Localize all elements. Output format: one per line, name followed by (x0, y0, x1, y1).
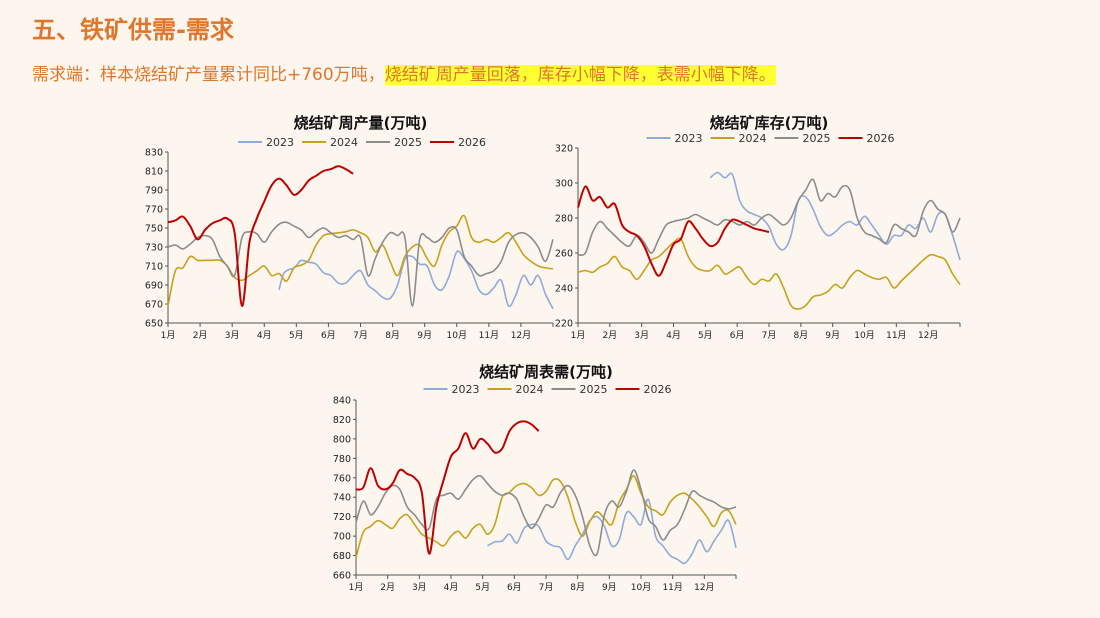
series-line-2024 (355, 475, 737, 558)
y-tick-label: 260 (555, 249, 573, 260)
series-line-2023 (709, 171, 961, 261)
y-tick-label: 300 (555, 179, 573, 190)
y-tick-label: 710 (145, 262, 163, 273)
legend-label: 2024 (330, 136, 358, 149)
series-line-2025 (167, 221, 554, 307)
y-tick-label: 240 (555, 284, 573, 295)
legend-label: 2026 (867, 132, 895, 145)
series-line-2026 (355, 420, 540, 555)
x-tick-label: 7月 (762, 330, 777, 341)
y-tick-label: 770 (145, 205, 163, 216)
x-tick-label: 11月 (886, 330, 906, 341)
chart-title: 烧结矿周表需(万吨) (479, 363, 613, 381)
y-tick-label: 750 (145, 224, 163, 235)
x-tick-label: 9月 (417, 330, 432, 341)
legend-label: 2025 (580, 383, 608, 396)
x-tick-label: 8月 (385, 330, 400, 341)
x-tick-label: 8月 (570, 582, 585, 593)
y-tick-label: 720 (333, 512, 351, 523)
y-tick-label: 320 (555, 144, 573, 155)
y-tick-label: 800 (333, 434, 351, 445)
y-tick-label: 820 (333, 415, 351, 426)
x-tick-label: 2月 (380, 582, 395, 593)
x-tick-label: 9月 (602, 582, 617, 593)
chart-sinter-weekly-output: 烧结矿周产量(万吨)2023 2024 2025 2026 650 670 690 710 73… (145, 114, 554, 341)
x-tick-label: 3月 (225, 330, 240, 341)
page-subtitle: 需求端：样本烧结矿产量累计同比+760万吨，烧结矿周产量回落，库存小幅下降，表需… (32, 60, 776, 85)
legend-label: 2026 (644, 383, 672, 396)
x-tick-label: 5月 (289, 330, 304, 341)
x-tick-label: 4月 (666, 330, 681, 341)
x-tick-label: 10月 (631, 582, 651, 593)
legend-label: 2026 (458, 136, 486, 149)
series-line-2026 (167, 165, 354, 307)
chart-title: 烧结矿库存(万吨) (710, 114, 829, 132)
y-tick-label: 680 (333, 551, 351, 562)
page-title: 五、铁矿供需-需求 (32, 16, 234, 44)
y-tick-label: 760 (333, 473, 351, 484)
x-tick-label: 2月 (193, 330, 208, 341)
legend-label: 2024 (739, 132, 767, 145)
x-tick-label: 7月 (353, 330, 368, 341)
y-tick-label: 730 (145, 243, 163, 254)
x-tick-label: 9月 (825, 330, 840, 341)
subtitle-highlight: 烧结矿周产量回落，库存小幅下降，表需小幅下降。 (384, 65, 776, 85)
series-line-2024 (167, 214, 554, 307)
series-line-2024 (577, 237, 961, 310)
x-tick-label: 3月 (634, 330, 649, 341)
y-tick-label: 740 (333, 493, 351, 504)
series-line-2025 (355, 469, 737, 557)
series-line-2023 (487, 498, 737, 565)
x-tick-label: 6月 (730, 330, 745, 341)
y-tick-label: 790 (145, 186, 163, 197)
subtitle-plain: 需求端：样本烧结矿产量累计同比+760万吨， (32, 65, 385, 85)
y-tick-label: 780 (333, 454, 351, 465)
legend-label: 2024 (516, 383, 544, 396)
x-tick-label: 11月 (479, 330, 499, 341)
x-tick-label: 11月 (662, 582, 682, 593)
x-tick-label: 10月 (447, 330, 467, 341)
legend-label: 2025 (394, 136, 422, 149)
series-line-2025 (577, 178, 961, 257)
y-tick-label: 670 (145, 300, 163, 311)
x-tick-label: 2月 (602, 330, 617, 341)
x-tick-label: 6月 (321, 330, 336, 341)
chart-sinter-apparent-demand: 烧结矿周表需(万吨) 2023 2024 2025 2026 660 680 700 720 74… (333, 363, 737, 593)
y-tick-label: 690 (145, 281, 163, 292)
x-tick-label: 4月 (257, 330, 272, 341)
y-tick-label: 220 (555, 319, 573, 330)
x-tick-label: 7月 (539, 582, 554, 593)
series-line-2026 (577, 185, 770, 277)
y-tick-label: 660 (333, 571, 351, 582)
x-tick-label: 10月 (854, 330, 874, 341)
series-line-2023 (278, 250, 554, 310)
x-tick-label: 1月 (349, 582, 364, 593)
legend-label: 2023 (675, 132, 703, 145)
y-tick-label: 700 (333, 532, 351, 543)
x-tick-label: 5月 (475, 582, 490, 593)
x-tick-label: 3月 (412, 582, 427, 593)
y-tick-label: 840 (333, 396, 351, 407)
x-tick-label: 8月 (793, 330, 808, 341)
legend-label: 2023 (266, 136, 294, 149)
legend-label: 2025 (803, 132, 831, 145)
chart-title: 烧结矿周产量(万吨) (294, 114, 428, 132)
x-tick-label: 1月 (571, 330, 586, 341)
y-tick-label: 830 (145, 148, 163, 159)
x-tick-label: 12月 (511, 330, 531, 341)
x-tick-label: 4月 (444, 582, 459, 593)
x-tick-label: 6月 (507, 582, 522, 593)
x-tick-label: 12月 (694, 582, 714, 593)
y-tick-label: 810 (145, 167, 163, 178)
x-tick-label: 1月 (161, 330, 176, 341)
y-tick-label: 280 (555, 214, 573, 225)
y-tick-label: 650 (145, 319, 163, 330)
chart-sinter-inventory: 烧结矿库存(万吨) 2023 2024 2025 2026 220 240 260 280 300… (555, 114, 961, 341)
x-tick-label: 5月 (698, 330, 713, 341)
x-tick-label: 12月 (918, 330, 938, 341)
legend-label: 2023 (452, 383, 480, 396)
